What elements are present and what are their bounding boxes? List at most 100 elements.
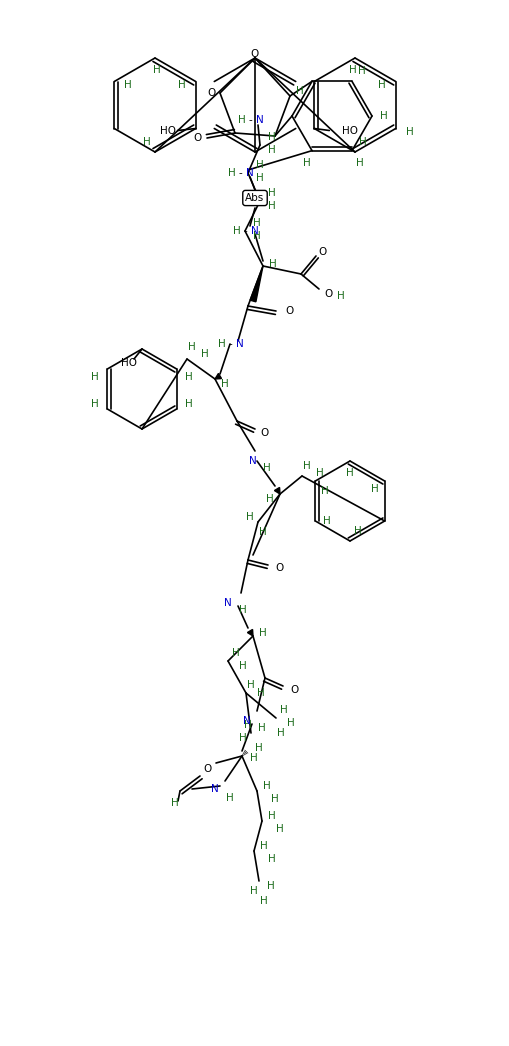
- Text: O: O: [193, 133, 202, 143]
- Text: H: H: [171, 798, 179, 808]
- Polygon shape: [215, 373, 221, 379]
- Text: H: H: [263, 781, 270, 791]
- Text: Abs: Abs: [245, 194, 264, 203]
- Text: HO: HO: [159, 126, 176, 136]
- Text: H: H: [228, 168, 235, 178]
- Text: H: H: [239, 661, 246, 670]
- Text: -: -: [228, 339, 232, 349]
- Text: H: H: [249, 753, 258, 763]
- Polygon shape: [249, 266, 263, 302]
- Text: H: H: [268, 132, 275, 142]
- Text: O: O: [286, 306, 294, 316]
- Text: H: H: [266, 494, 273, 504]
- Text: H: H: [153, 65, 160, 75]
- Text: H: H: [267, 881, 274, 891]
- Text: H: H: [201, 349, 209, 359]
- Text: H: H: [346, 468, 353, 478]
- Text: HO: HO: [121, 358, 137, 368]
- Text: H: H: [221, 379, 229, 389]
- Text: H: H: [143, 137, 151, 147]
- Text: H: H: [323, 516, 330, 526]
- Text: H: H: [91, 399, 99, 409]
- Text: N: N: [236, 339, 243, 349]
- Text: N: N: [223, 598, 232, 608]
- Text: H: H: [124, 79, 132, 90]
- Text: H: H: [268, 811, 275, 821]
- Text: N: N: [250, 226, 259, 236]
- Text: H: H: [256, 160, 263, 170]
- Text: H: H: [256, 173, 263, 183]
- Polygon shape: [247, 630, 252, 636]
- Text: H: H: [184, 399, 192, 409]
- Text: O: O: [250, 49, 259, 59]
- Text: H: H: [268, 201, 275, 211]
- Text: H: H: [244, 720, 251, 730]
- Text: -: -: [238, 168, 241, 178]
- Text: H: H: [257, 688, 264, 698]
- Text: N: N: [211, 784, 218, 794]
- Text: HO: HO: [342, 126, 358, 136]
- Text: H: H: [370, 484, 378, 494]
- Text: H: H: [238, 115, 245, 126]
- Text: N: N: [243, 717, 250, 726]
- Text: H: H: [358, 137, 366, 147]
- Text: H: H: [357, 66, 365, 76]
- Text: H: H: [247, 680, 254, 690]
- Text: H: H: [379, 111, 387, 121]
- Text: O: O: [318, 247, 326, 257]
- Text: H: H: [259, 527, 266, 537]
- Text: N: N: [256, 115, 263, 126]
- Text: H: H: [263, 463, 270, 473]
- Polygon shape: [274, 487, 279, 494]
- Text: H: H: [276, 728, 285, 738]
- Text: O: O: [261, 428, 269, 438]
- Text: H: H: [377, 79, 385, 90]
- Text: O: O: [324, 289, 332, 299]
- Text: H: H: [321, 486, 329, 496]
- Text: H: H: [225, 793, 234, 803]
- Text: -: -: [243, 226, 246, 236]
- Text: O: O: [275, 563, 284, 573]
- Text: H: H: [336, 291, 344, 301]
- Text: H: H: [91, 372, 99, 382]
- Text: H: H: [279, 705, 287, 715]
- Text: O: O: [204, 764, 212, 774]
- Text: H: H: [239, 605, 246, 615]
- Text: H: H: [269, 259, 276, 269]
- Text: H: H: [349, 65, 356, 75]
- Text: H: H: [254, 743, 262, 753]
- Text: H: H: [287, 718, 294, 728]
- Text: H: H: [249, 886, 258, 896]
- Text: H: H: [258, 723, 265, 733]
- Text: H: H: [302, 158, 310, 167]
- Text: H: H: [232, 649, 239, 658]
- Text: H: H: [268, 854, 275, 864]
- Text: H: H: [184, 372, 192, 382]
- Text: H: H: [246, 511, 253, 522]
- Text: O: O: [290, 685, 299, 695]
- Text: H: H: [275, 824, 284, 834]
- Text: H: H: [316, 468, 323, 478]
- Text: -: -: [248, 115, 251, 126]
- Text: H: H: [355, 158, 363, 167]
- Text: H: H: [405, 127, 413, 136]
- Text: H: H: [260, 841, 267, 851]
- Text: H: H: [178, 79, 185, 90]
- Text: H: H: [296, 86, 303, 96]
- Text: O: O: [208, 88, 216, 98]
- Text: H: H: [252, 218, 261, 228]
- Text: H: H: [302, 461, 310, 471]
- Text: H: H: [260, 896, 267, 906]
- Text: H: H: [353, 526, 361, 536]
- Text: N: N: [248, 456, 257, 467]
- Text: H: H: [218, 339, 225, 349]
- Text: H: H: [233, 226, 240, 236]
- Text: H: H: [259, 628, 266, 638]
- Text: N: N: [246, 168, 253, 178]
- Text: H: H: [252, 231, 261, 241]
- Text: H: H: [188, 342, 195, 353]
- Text: H: H: [239, 733, 246, 743]
- Text: H: H: [271, 794, 278, 804]
- Text: H: H: [268, 145, 275, 155]
- Text: H: H: [268, 188, 275, 198]
